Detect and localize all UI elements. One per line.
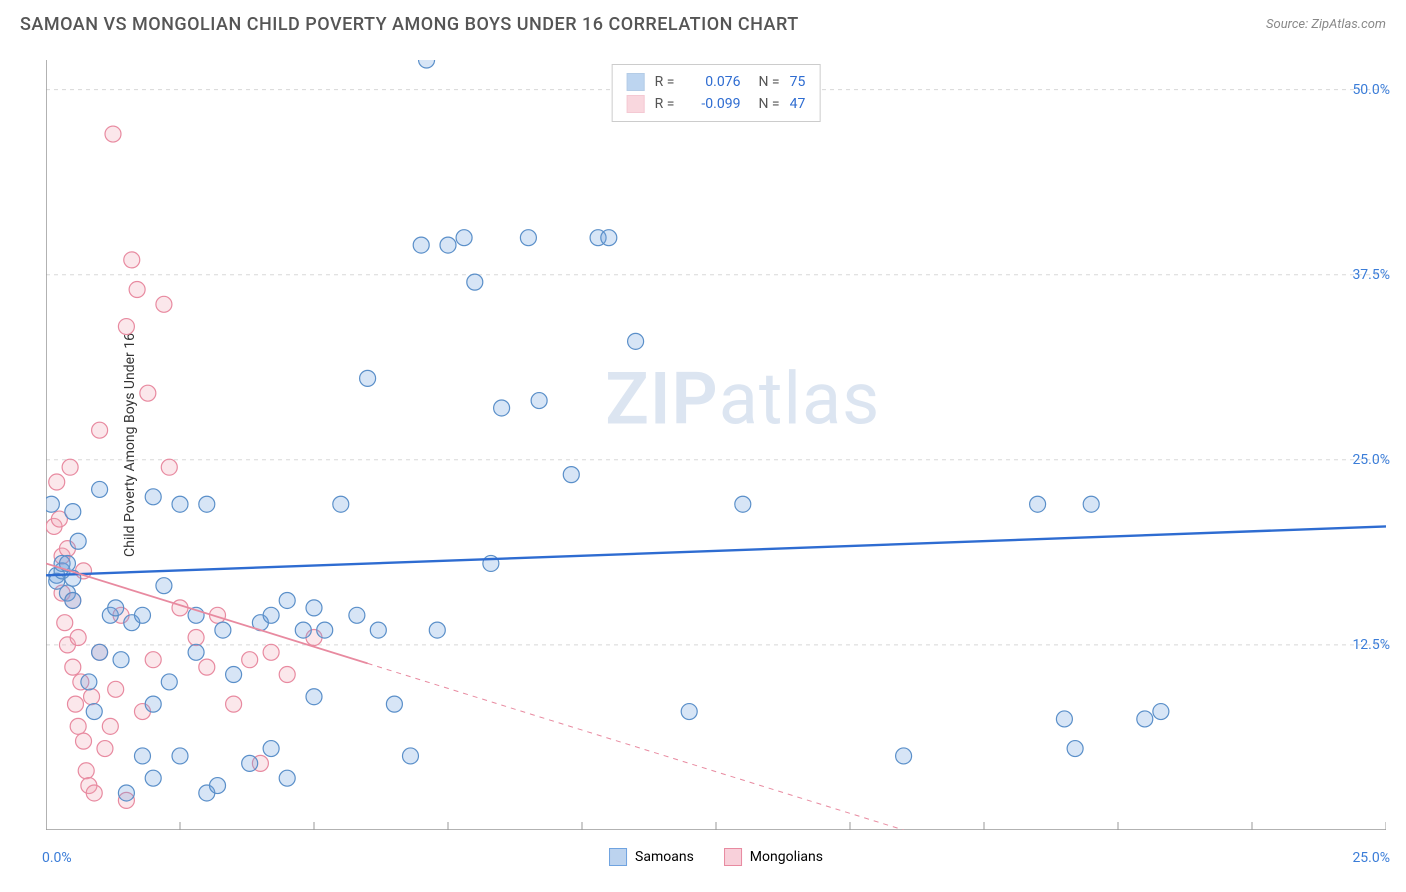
chart-container: Child Poverty Among Boys Under 16 ZIPatl… [46,60,1386,830]
legend-n-value: 75 [790,74,806,90]
y-gridline-label: 25.0% [1352,452,1390,468]
legend-swatch [627,95,645,113]
series-legend-label: Samoans [635,849,694,865]
x-axis-min-label: 0.0% [42,850,72,866]
legend-r-label: R = [655,96,675,112]
legend-n-value: 47 [790,96,806,112]
legend-n-label: N = [758,96,779,112]
chart-header: SAMOAN VS MONGOLIAN CHILD POVERTY AMONG … [0,0,1406,45]
legend-r-value: 0.076 [684,74,740,90]
series-legend-label: Mongolians [750,849,823,865]
chart-source: Source: ZipAtlas.com [1266,17,1386,32]
x-axis-max-label: 25.0% [1352,850,1390,866]
legend-swatch [627,73,645,91]
correlation-legend-row: R = 0.076 N = 75 [627,71,806,93]
legend-r-value: -0.099 [684,96,740,112]
scatter-plot [46,60,1386,830]
series-legend-item: Mongolians [724,848,823,866]
correlation-legend: R = 0.076 N = 75 R = -0.099 N = 47 [612,64,821,122]
legend-r-label: R = [655,74,675,90]
series-legend: Samoans Mongolians [609,848,823,866]
legend-swatch [609,848,627,866]
series-legend-item: Samoans [609,848,694,866]
legend-n-label: N = [758,74,779,90]
y-gridline-label: 37.5% [1352,267,1390,283]
y-gridline-label: 50.0% [1352,82,1390,98]
chart-title: SAMOAN VS MONGOLIAN CHILD POVERTY AMONG … [20,14,799,35]
y-gridline-label: 12.5% [1352,637,1390,653]
legend-swatch [724,848,742,866]
correlation-legend-row: R = -0.099 N = 47 [627,93,806,115]
